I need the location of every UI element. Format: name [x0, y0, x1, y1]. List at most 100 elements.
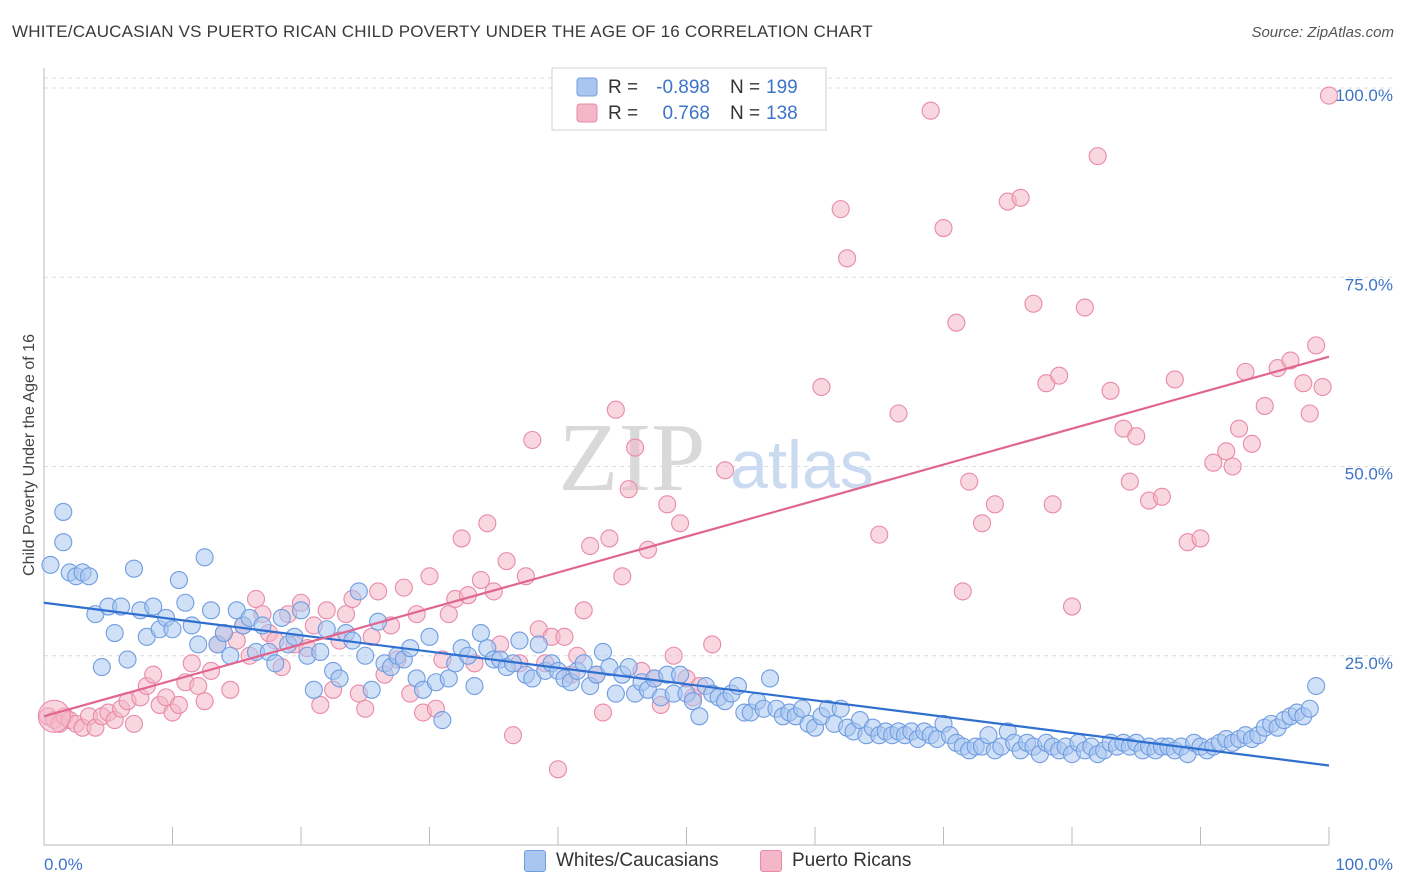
point-puerto-rican — [1294, 374, 1313, 393]
legend-swatch-whites — [524, 850, 546, 872]
point-puerto-rican — [182, 654, 201, 673]
point-white — [272, 608, 291, 627]
point-white — [79, 567, 99, 586]
point-puerto-rican — [420, 567, 439, 586]
point-white — [606, 684, 625, 703]
point-white — [182, 616, 201, 635]
point-white — [266, 654, 285, 673]
trendline-puerto-ricans — [43, 355, 1330, 718]
legend-n-label-1: N = — [730, 77, 760, 98]
point-puerto-rican — [1062, 597, 1082, 616]
point-puerto-rican — [1223, 457, 1242, 476]
legend-swatch-blue — [576, 77, 598, 97]
watermark: ZIP atlas — [559, 404, 874, 512]
point-puerto-rican — [812, 377, 831, 397]
legend-bottom: Whites/Caucasians Puerto Ricans — [0, 850, 1406, 880]
chart-title: WHITE/CAUCASIAN VS PUERTO RICAN CHILD PO… — [12, 22, 873, 41]
point-puerto-rican — [311, 695, 330, 715]
point-white — [671, 665, 690, 684]
point-puerto-rican — [703, 635, 722, 654]
y-tick-label: 100.0% — [1335, 86, 1393, 105]
point-white — [793, 699, 812, 718]
legend-r-label-2: R = — [608, 103, 638, 124]
grid-layer — [44, 77, 1394, 657]
point-white — [202, 601, 221, 620]
legend-label-whites: Whites/Caucasians — [556, 850, 719, 871]
point-puerto-rican — [189, 676, 208, 696]
point-puerto-rican — [1088, 147, 1107, 166]
point-puerto-rican — [523, 430, 542, 450]
point-white — [1307, 676, 1326, 696]
point-puerto-rican — [1050, 366, 1069, 385]
point-white — [471, 623, 490, 643]
point-white — [465, 676, 484, 696]
point-white — [169, 570, 188, 590]
legend-r-value-2: 0.768 — [662, 103, 710, 124]
y-tick-label: 75.0% — [1345, 275, 1393, 294]
point-white — [54, 533, 73, 552]
point-puerto-rican — [1217, 442, 1236, 461]
point-puerto-rican — [1024, 294, 1043, 313]
point-puerto-rican — [1127, 427, 1146, 446]
trendlines — [43, 355, 1330, 767]
point-puerto-rican — [1230, 419, 1249, 438]
point-white — [304, 680, 323, 699]
point-puerto-rican — [503, 726, 523, 745]
point-white — [54, 502, 73, 521]
point-puerto-rican — [953, 582, 972, 601]
point-puerto-rican — [246, 589, 266, 609]
point-puerto-rican — [497, 552, 516, 571]
point-puerto-rican — [960, 472, 979, 491]
legend-r-label-1: R = — [608, 77, 638, 98]
point-white — [510, 631, 529, 650]
point-puerto-rican — [195, 692, 214, 711]
point-puerto-rican — [317, 601, 336, 620]
legend-top: R = -0.898 N = 199 R = 0.768 N = 138 — [551, 67, 827, 131]
trendline-whites — [43, 601, 1330, 767]
axes-layer: 25.0% 50.0% 75.0% 100.0% 0.0% 100.0% — [43, 68, 1393, 874]
point-white — [356, 646, 375, 665]
y-tick-label: 25.0% — [1345, 654, 1393, 673]
point-puerto-rican — [124, 714, 143, 733]
watermark-atlas: atlas — [730, 427, 874, 503]
point-white — [41, 555, 60, 574]
y-axis-label: Child Poverty Under the Age of 16 — [21, 334, 38, 576]
point-white — [163, 620, 182, 639]
legend-swatch-pink — [576, 103, 598, 123]
point-white — [144, 597, 163, 616]
point-white — [124, 559, 143, 578]
point-white — [1300, 699, 1319, 718]
point-puerto-rican-cluster — [37, 699, 71, 733]
legend-r-value-1: -0.898 — [656, 77, 710, 98]
legend-box — [551, 67, 827, 131]
point-puerto-rican — [838, 249, 857, 268]
point-white — [979, 726, 998, 745]
points-whites — [41, 502, 1326, 764]
point-puerto-rican — [478, 514, 497, 533]
point-white — [105, 623, 124, 643]
point-puerto-rican — [831, 200, 850, 219]
point-white — [439, 669, 458, 688]
point-puerto-rican — [1255, 396, 1274, 415]
point-white — [349, 582, 368, 601]
point-white — [593, 642, 613, 662]
point-puerto-rican — [1152, 487, 1171, 506]
chart-source: Source: ZipAtlas.com — [1251, 24, 1394, 41]
point-puerto-rican — [144, 665, 163, 684]
x-tick-label: 0.0% — [44, 855, 83, 874]
point-puerto-rican — [1101, 381, 1120, 400]
point-white — [529, 635, 548, 654]
point-white — [362, 680, 381, 699]
point-white — [291, 601, 311, 620]
point-white — [311, 642, 330, 662]
point-puerto-rican — [664, 646, 683, 665]
point-puerto-rican — [581, 536, 600, 556]
point-puerto-rican — [1165, 370, 1184, 389]
point-puerto-rican — [921, 101, 940, 120]
legend-swatch-puerto-ricans — [760, 850, 782, 872]
point-puerto-rican — [1319, 86, 1339, 105]
point-white — [690, 707, 709, 726]
point-puerto-rican — [1300, 404, 1319, 423]
point-puerto-rican — [439, 605, 458, 624]
point-white — [176, 593, 195, 612]
